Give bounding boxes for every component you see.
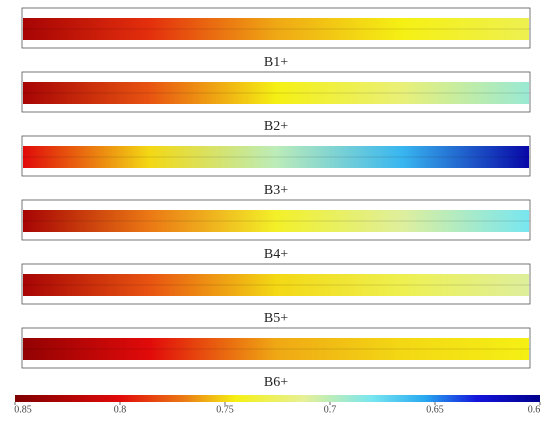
colorbar: [15, 395, 540, 402]
panel-frame: [21, 7, 531, 49]
strip: [23, 338, 529, 360]
strip: [23, 146, 529, 168]
panel-frame: [21, 199, 531, 241]
colorbar-tick-label: 0.85: [14, 404, 32, 415]
panel-label: B4+: [264, 247, 288, 262]
colorbar-tick-label: 0.7: [324, 404, 337, 415]
colorbar-tick-label: 0.75: [216, 404, 234, 415]
strip: [23, 18, 529, 40]
panel-label: B2+: [264, 119, 288, 134]
colorbar-tick-label: 0.65: [426, 404, 444, 415]
panel-label: B3+: [264, 183, 288, 198]
panel-frame: [21, 327, 531, 369]
panel-label: B5+: [264, 311, 288, 326]
colorbar-tick-label: 0.6: [528, 404, 541, 415]
panel-frame: [21, 71, 531, 113]
strip: [23, 82, 529, 104]
colorbar-tick-label: 0.8: [114, 404, 127, 415]
panel-label: B6+: [264, 375, 288, 390]
strip: [23, 210, 529, 232]
panel-frame: [21, 263, 531, 305]
panel-frame: [21, 135, 531, 177]
strip: [23, 274, 529, 296]
panel-label: B1+: [264, 55, 288, 70]
